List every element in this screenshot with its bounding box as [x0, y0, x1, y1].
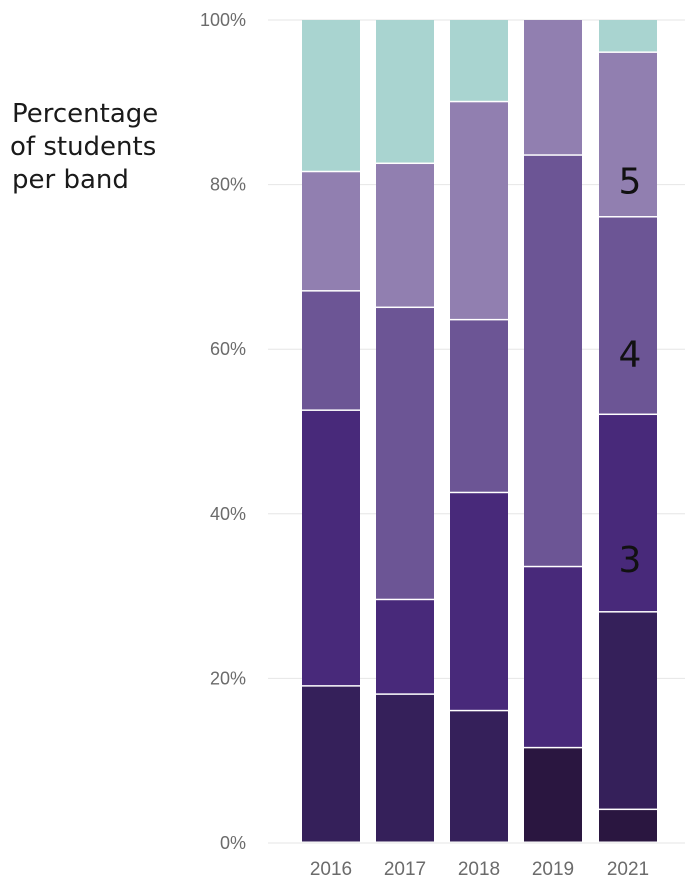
y-tick-label: 20% [210, 668, 246, 688]
bar-2021-segment-3 [599, 217, 657, 414]
bar-2021-segment-1 [599, 612, 657, 809]
y-tick-label: 40% [210, 504, 246, 524]
bar-2016-segment-4 [302, 172, 360, 291]
band-label-5: 5 [619, 161, 642, 202]
y-tick-label: 0% [220, 833, 246, 853]
bar-2017-segment-3 [376, 308, 434, 599]
bar-2018-segment-5 [450, 20, 508, 101]
y-tick-label: 60% [210, 339, 246, 359]
bar-2016-segment-3 [302, 291, 360, 410]
bar-2018-segment-3 [450, 320, 508, 492]
bar-2021-segment-2 [599, 415, 657, 612]
y-axis-title-line-3: per band [12, 164, 129, 195]
band-label-4: 4 [619, 334, 642, 375]
x-tick-label: 2018 [458, 859, 500, 880]
bar-2016-segment-2 [302, 410, 360, 686]
band-annotations: 5 4 3 [619, 161, 642, 581]
y-axis-title: Percentage of students per band [10, 98, 202, 196]
y-axis-title-line-2: of students [10, 131, 157, 162]
x-tick-label: 2021 [607, 859, 649, 880]
y-tick-labels: 0% 20% 40% 60% 80% 100% [200, 10, 246, 853]
bar-2017-segment-5 [376, 20, 434, 163]
bar-2016-segment-1 [302, 686, 360, 842]
bar-2021-segment-0 [599, 810, 657, 842]
bar-2017-segment-4 [376, 164, 434, 307]
bar-2019-segment-0 [524, 748, 582, 842]
bars [302, 20, 657, 842]
band-label-3: 3 [619, 540, 642, 581]
x-tick-label: 2019 [532, 859, 574, 880]
bar-2019-segment-3 [524, 155, 582, 566]
bar-2019-segment-4 [524, 20, 582, 155]
y-axis-title-line-1: Percentage [12, 99, 159, 129]
bar-2017-segment-1 [376, 694, 434, 842]
y-tick-label: 100% [200, 10, 246, 30]
x-tick-label: 2016 [310, 859, 352, 880]
bar-2019-segment-2 [524, 567, 582, 747]
bar-2016-segment-5 [302, 20, 360, 171]
x-tick-labels: 2016 2017 2018 2019 2021 [310, 859, 649, 880]
y-tick-label: 80% [210, 175, 246, 195]
x-tick-label: 2017 [384, 859, 426, 880]
bar-2021-segment-5 [599, 20, 657, 52]
bar-2018-segment-1 [450, 711, 508, 842]
bar-2018-segment-4 [450, 102, 508, 319]
bar-2018-segment-2 [450, 493, 508, 710]
bar-2017-segment-2 [376, 600, 434, 694]
bar-2021-segment-4 [599, 52, 657, 217]
